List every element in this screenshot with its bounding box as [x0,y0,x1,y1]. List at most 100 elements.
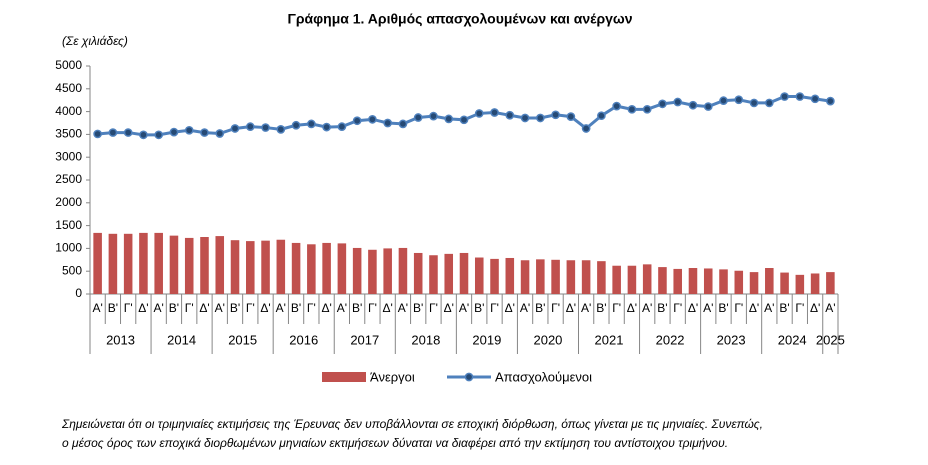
x-tick-label: Δ' [383,301,393,315]
y-tick-label: 5000 [55,58,82,72]
legend-label: Απασχολούμενοι [495,369,592,384]
marker [444,114,454,124]
bar [490,258,499,294]
bar [413,252,423,294]
marker [368,115,377,124]
bar [658,267,667,294]
x-tick-label: Α' [337,301,347,315]
bar [627,265,637,294]
y-tick-label: 3000 [55,149,82,163]
bar [368,249,377,294]
x-tick-label: Γ' [246,301,255,315]
bar [154,232,163,294]
bar [337,243,347,294]
marker [459,115,469,125]
marker [703,102,713,111]
x-tick-label: Δ' [627,301,637,315]
bar [108,233,118,294]
bar [383,248,392,294]
bar [215,236,225,294]
marker [398,119,408,129]
x-tick-label: Δ' [138,301,148,315]
marker [337,122,347,131]
x-tick-label: Α' [154,301,164,315]
x-tick-label: Γ' [734,301,743,315]
bar [810,273,820,294]
bar [398,247,408,294]
year-label: 2017 [350,332,379,347]
marker [169,127,179,137]
x-tick-label: Δ' [321,301,331,315]
x-tick-label: Α' [276,301,286,315]
marker [429,111,438,121]
marker [108,128,118,137]
marker [612,101,622,111]
bar [230,240,240,294]
x-tick-label: Β' [718,301,728,315]
x-tick-label: Γ' [612,301,621,315]
legend-label: Άνεργοι [370,369,415,384]
year-label: 2021 [595,332,624,347]
bar [536,259,545,294]
marker [276,125,286,134]
marker [581,124,591,133]
x-tick-label: Β' [596,301,606,315]
x-tick-label: Γ' [551,301,560,315]
x-tick-label: Α' [642,301,652,315]
x-tick-label: Δ' [260,301,270,315]
x-tick-label: Α' [825,301,835,315]
x-tick-label: Γ' [368,301,377,315]
note: Σημειώνεται ότι οι τριμηνιαίες εκτιμήσει… [61,417,763,431]
bar [795,274,805,294]
x-tick-label: Γ' [185,301,194,315]
note: ο μέσος όρος των εποχικά διορθωμένων μην… [62,436,728,450]
x-tick-label: Α' [398,301,408,315]
bar [291,242,301,294]
marker [383,118,393,128]
year-label: 2016 [289,332,318,347]
unit-label: (Σε χιλιάδες) [62,34,128,48]
x-tick-label: Β' [474,301,484,315]
marker [566,112,576,121]
y-tick-label: 500 [62,263,82,277]
year-label: 2022 [656,332,685,347]
marker [291,120,301,130]
bar [719,269,728,294]
y-tick-label: 0 [75,286,82,300]
x-tick-label: Δ' [444,301,454,315]
x-tick-label: Α' [215,301,225,315]
bar [780,272,789,294]
marker [352,116,362,126]
x-tick-label: Β' [291,301,301,315]
bar [566,260,576,294]
marker [154,130,164,140]
marker [200,128,209,137]
year-label: 2019 [472,332,501,347]
marker [764,98,774,108]
x-tick-label: Β' [535,301,545,315]
x-tick-label: Γ' [124,301,133,315]
marker [673,97,683,107]
marker [810,94,820,104]
marker [780,92,789,101]
bar [169,235,179,294]
x-tick-label: Δ' [810,301,820,315]
bar [505,257,515,294]
marker [627,104,637,114]
marker [719,96,728,106]
marker [734,95,744,105]
x-tick-label: Α' [703,301,713,315]
x-tick-label: Α' [764,301,774,315]
marker [215,129,225,138]
bar [703,268,713,294]
marker [826,96,835,106]
bar [322,242,331,294]
x-tick-label: Β' [230,301,240,315]
x-tick-label: Α' [581,301,591,315]
bar [429,255,438,294]
x-tick-label: Α' [92,301,102,315]
x-tick-label: Γ' [429,301,438,315]
y-tick-label: 2500 [55,172,82,186]
x-tick-label: Δ' [688,301,698,315]
marker [505,110,515,120]
